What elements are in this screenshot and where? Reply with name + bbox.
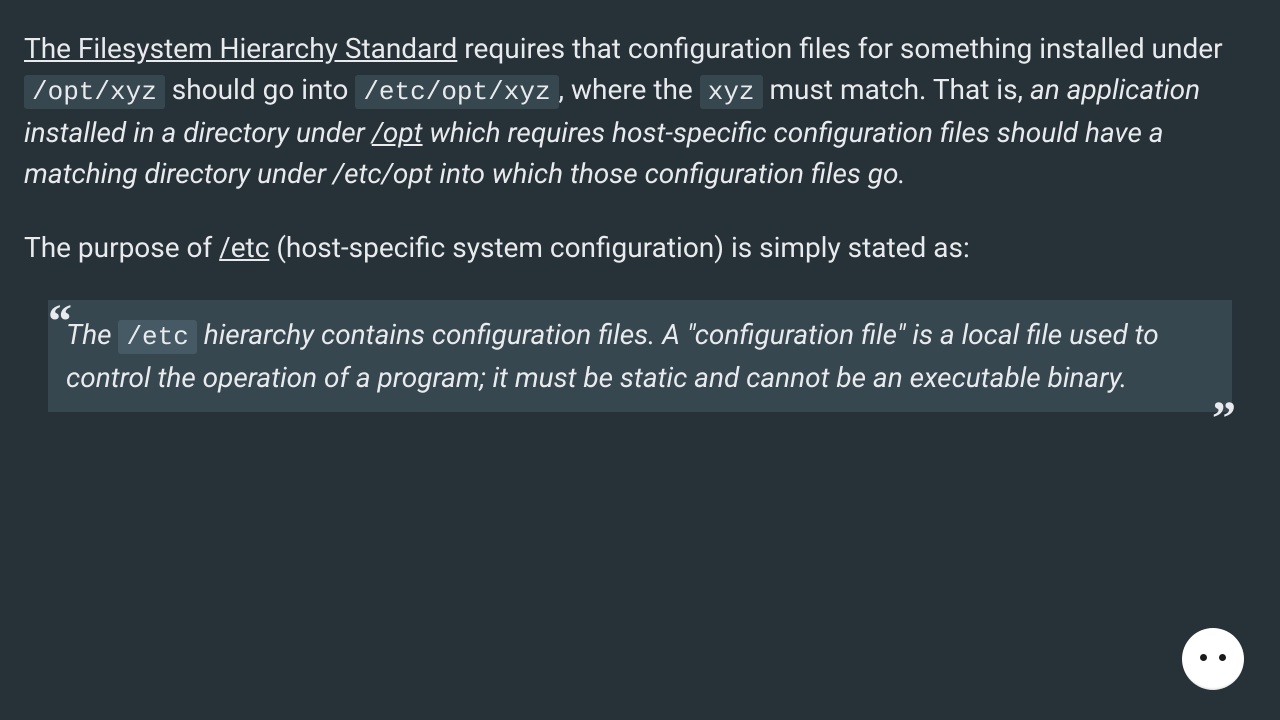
opt-link[interactable]: /opt [372, 116, 423, 149]
avatar-eye-left [1200, 654, 1207, 661]
avatar-eye-right [1219, 654, 1226, 661]
paragraph-fhs: The Filesystem Hierarchy Standard requir… [24, 28, 1256, 195]
close-quote-icon: ” [1212, 391, 1236, 446]
text-segment: must match. That is, [763, 73, 1030, 106]
blockquote-wrapper: “ The /etc hierarchy contains configurat… [24, 300, 1256, 412]
avatar-icon [1182, 628, 1244, 690]
code-opt-xyz: /opt/xyz [24, 75, 165, 109]
text-segment: requires that configuration files for so… [457, 32, 1222, 65]
text-segment: , where the [559, 73, 700, 106]
paragraph-etc-purpose: The purpose of /etc (host-specific syste… [24, 227, 1256, 268]
etc-link[interactable]: /etc [219, 231, 269, 264]
text-segment: hierarchy contains configuration files. … [66, 318, 1159, 393]
text-segment: should go into [165, 73, 355, 106]
open-quote-icon: “ [48, 294, 72, 349]
blockquote: The /etc hierarchy contains configuratio… [48, 300, 1232, 412]
code-xyz: xyz [700, 75, 763, 109]
text-segment: The [66, 318, 118, 351]
code-etc: /etc [118, 320, 196, 354]
text-segment: The purpose of [24, 231, 219, 264]
text-segment: (host-specific system configuration) is … [269, 231, 969, 264]
code-etc-opt-xyz: /etc/opt/xyz [355, 75, 558, 109]
fhs-link[interactable]: The Filesystem Hierarchy Standard [24, 32, 457, 65]
